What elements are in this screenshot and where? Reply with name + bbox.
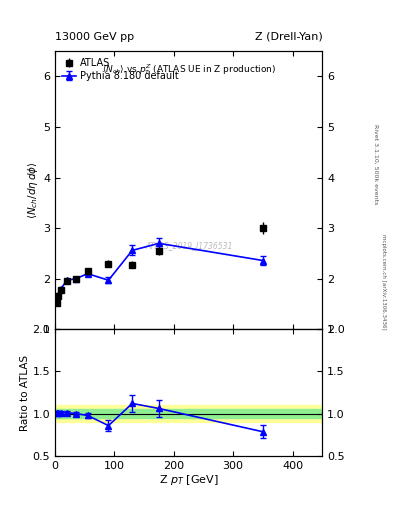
X-axis label: Z $p_T$ [GeV]: Z $p_T$ [GeV] (159, 473, 219, 487)
Legend: ATLAS, Pythia 8.180 default: ATLAS, Pythia 8.180 default (60, 56, 181, 83)
Y-axis label: $\langle N_{ch}/d\eta\,d\phi\rangle$: $\langle N_{ch}/d\eta\,d\phi\rangle$ (26, 161, 40, 219)
Y-axis label: Ratio to ATLAS: Ratio to ATLAS (20, 354, 29, 431)
Text: 13000 GeV pp: 13000 GeV pp (55, 32, 134, 42)
Text: $\langle N_{ch}\rangle$ vs $p_T^Z$ (ATLAS UE in Z production): $\langle N_{ch}\rangle$ vs $p_T^Z$ (ATLA… (101, 62, 276, 77)
Text: ATLAS_2019_I1736531: ATLAS_2019_I1736531 (145, 241, 232, 250)
Text: mcplots.cern.ch [arXiv:1306.3436]: mcplots.cern.ch [arXiv:1306.3436] (381, 234, 386, 329)
Text: Z (Drell-Yan): Z (Drell-Yan) (255, 32, 322, 42)
Text: Rivet 3.1.10, 500k events: Rivet 3.1.10, 500k events (373, 124, 378, 204)
